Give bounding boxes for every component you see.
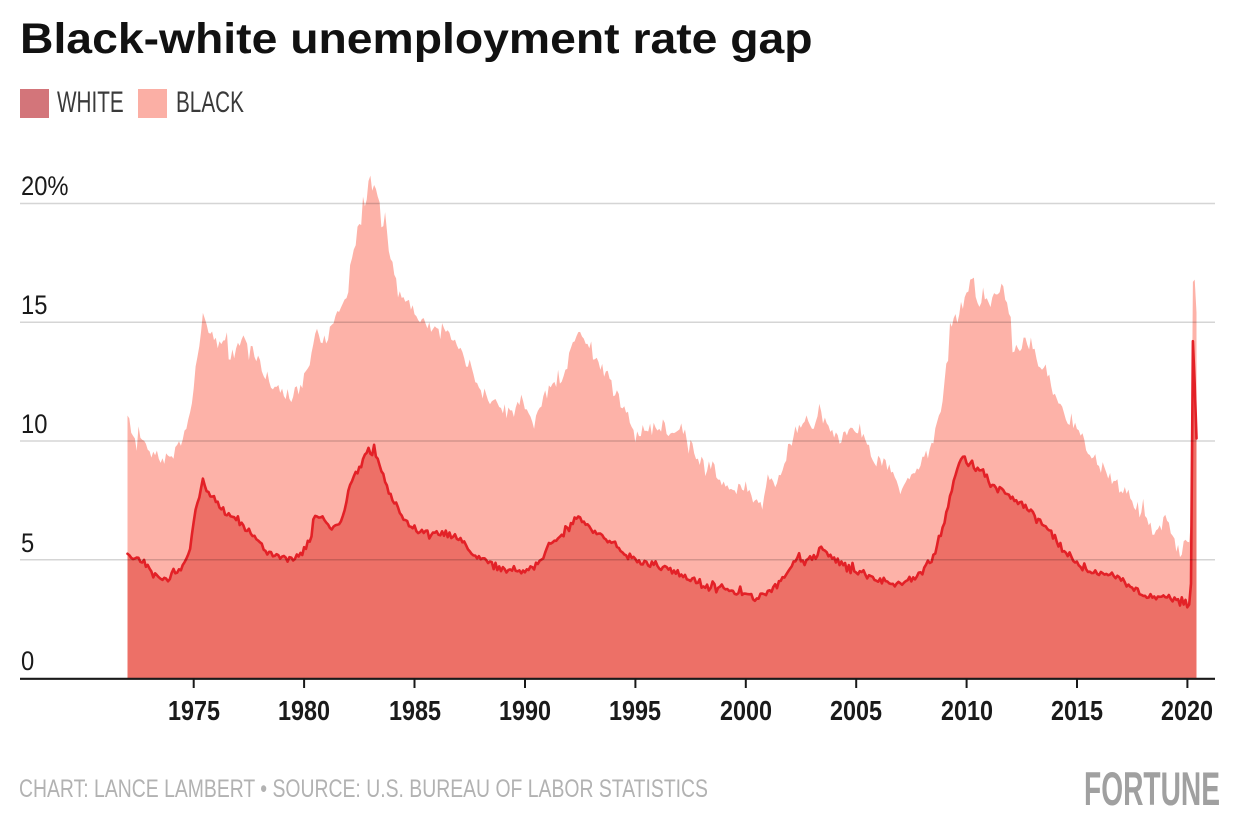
svg-text:FORTUNE: FORTUNE bbox=[1084, 762, 1220, 815]
